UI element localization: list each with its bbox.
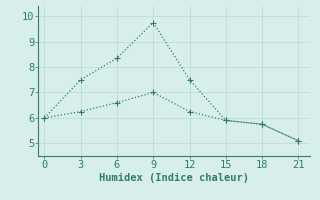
X-axis label: Humidex (Indice chaleur): Humidex (Indice chaleur) xyxy=(100,173,249,183)
